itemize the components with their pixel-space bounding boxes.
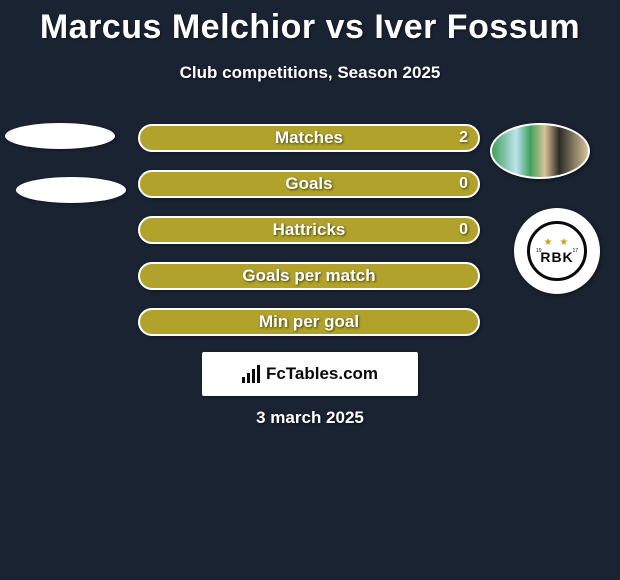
brand-text: FcTables.com	[266, 364, 378, 384]
club-badge-inner: ★ ★ RBK 19 17	[527, 221, 587, 281]
left-ellipse-marker	[16, 177, 126, 203]
stat-bar: Goals 0	[138, 170, 480, 198]
stat-label: Hattricks	[273, 220, 346, 240]
stat-value-right: 2	[459, 129, 468, 147]
club-year-right: 17	[572, 248, 578, 254]
stat-label: Min per goal	[259, 312, 359, 332]
stat-value-right: 0	[459, 175, 468, 193]
club-badge: ★ ★ RBK 19 17	[514, 208, 600, 294]
page-title: Marcus Melchior vs Iver Fossum	[0, 0, 620, 47]
stat-value-right: 0	[459, 221, 468, 239]
stat-label: Goals	[285, 174, 332, 194]
left-ellipse-marker	[5, 123, 115, 149]
stat-bar: Min per goal	[138, 308, 480, 336]
star-icon: ★ ★	[544, 238, 571, 248]
stat-label: Goals per match	[242, 266, 375, 286]
club-year-left: 19	[536, 248, 542, 254]
club-year: 19 17	[530, 248, 584, 254]
stat-bar: Matches 2	[138, 124, 480, 152]
stat-label: Matches	[275, 128, 343, 148]
bar-chart-icon	[242, 365, 260, 383]
page-subtitle: Club competitions, Season 2025	[0, 63, 620, 83]
brand-box: FcTables.com	[202, 352, 418, 396]
stat-bar: Goals per match	[138, 262, 480, 290]
player-avatar	[490, 123, 590, 179]
stat-bar: Hattricks 0	[138, 216, 480, 244]
stat-row-mpg: Min per goal	[0, 299, 620, 345]
date-label: 3 march 2025	[0, 408, 620, 428]
